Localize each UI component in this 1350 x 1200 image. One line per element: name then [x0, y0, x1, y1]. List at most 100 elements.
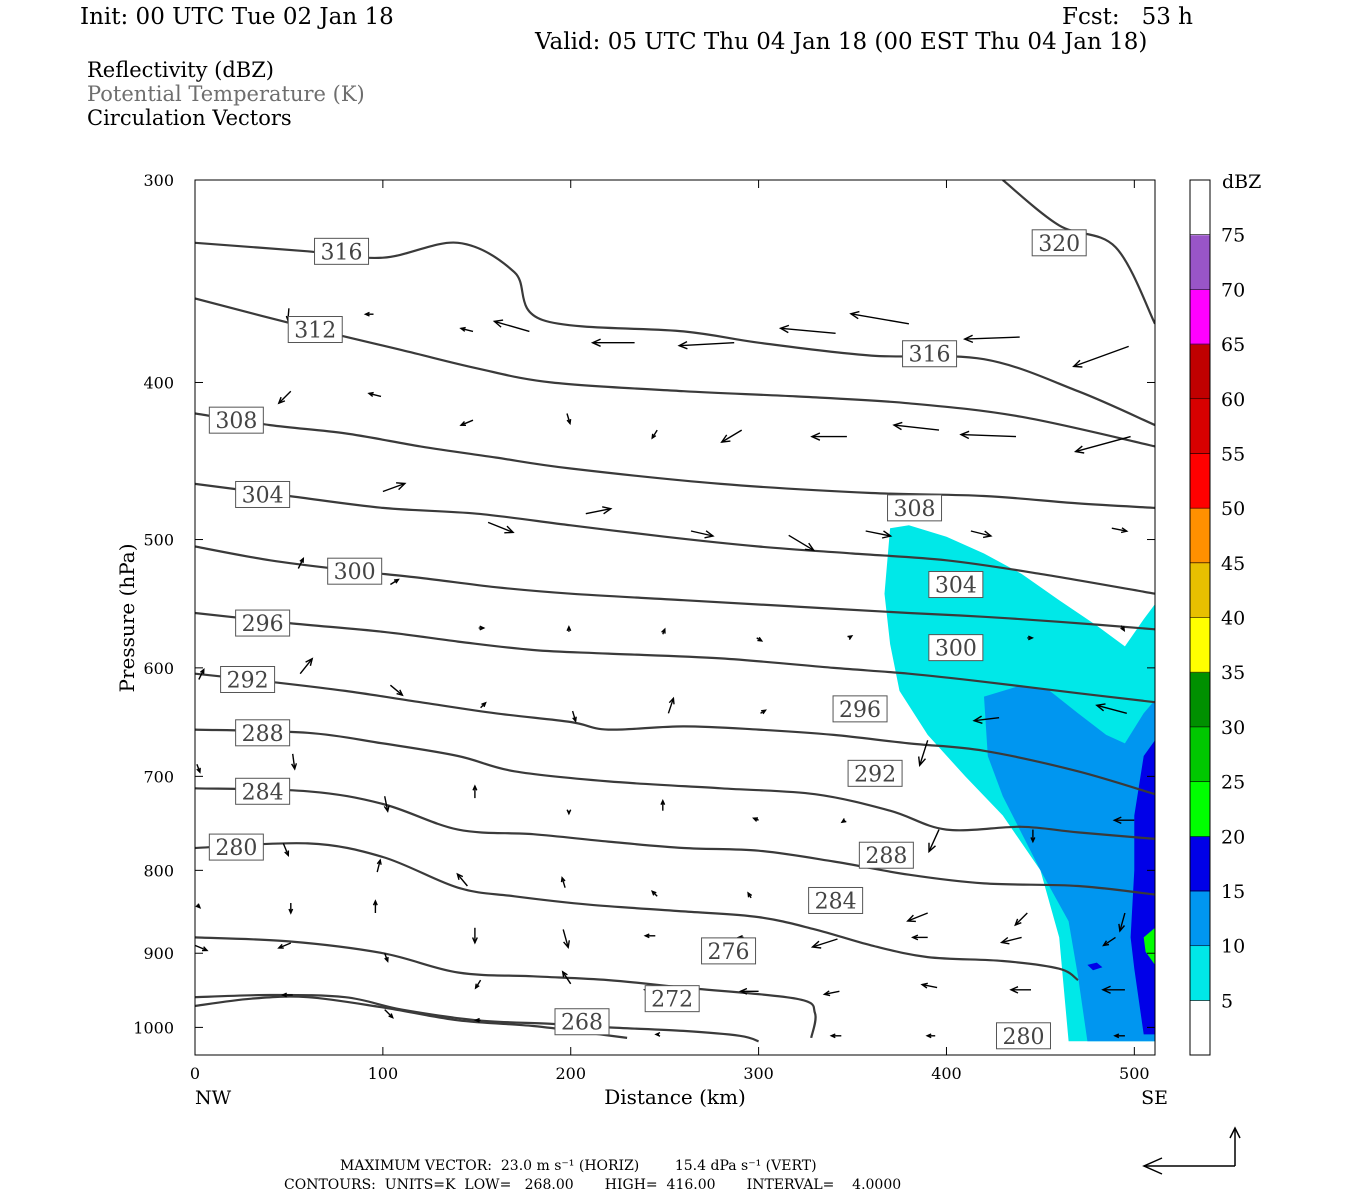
contour-label-box [902, 340, 958, 368]
circulation-vector [560, 876, 566, 888]
vector-shaft [865, 530, 891, 537]
field-label-vectors: Circulation Vectors [87, 106, 292, 130]
colorbar-level-label: 45 [1221, 553, 1245, 575]
vector-shaft [585, 508, 611, 515]
vector-shaft [566, 413, 571, 424]
vector-head [492, 319, 504, 328]
contour-label-box [847, 759, 903, 787]
vector-head [925, 1033, 932, 1039]
contour-label-316: 316 [314, 237, 370, 265]
vector-head [201, 946, 209, 952]
circulation-vector [1113, 1033, 1125, 1039]
contour-label-text: 296 [242, 612, 284, 637]
contour-label-288: 288 [858, 841, 914, 869]
colorbar-segment [1190, 945, 1210, 1001]
circulation-vector [677, 340, 735, 350]
colorbar-segment [1190, 289, 1210, 345]
vector-head [572, 716, 577, 723]
circulation-vector [654, 1031, 661, 1037]
circulation-vector [367, 391, 382, 398]
vector-head [840, 818, 847, 824]
circulation-vector [474, 979, 482, 990]
reflectivity-area-refl-15 [1130, 740, 1155, 1035]
circulation-vector [561, 970, 572, 985]
vector-head [291, 763, 298, 771]
contour-label-text: 316 [321, 240, 363, 265]
colorbar-level-label: 75 [1221, 225, 1245, 247]
vector-shaft [494, 320, 530, 333]
contour-label-box [858, 841, 914, 869]
vector-head [982, 530, 993, 539]
contour-label-box [928, 634, 984, 662]
colorbar-segment [1190, 344, 1210, 400]
vector-shaft [487, 521, 514, 534]
circulation-vector [720, 429, 743, 443]
contour-label-box [208, 833, 264, 861]
y-tick-label: 300 [143, 171, 174, 190]
colorbar-level-label: 70 [1221, 279, 1245, 301]
vector-shaft [893, 424, 940, 431]
contour-label-box [887, 494, 943, 522]
circulation-vector [920, 982, 938, 989]
circulation-vector [459, 419, 474, 426]
contour-label-292: 292 [847, 759, 903, 787]
contour-label-308: 308 [208, 406, 264, 434]
theta-contour-276 [195, 936, 817, 1039]
vector-shaft [964, 336, 1020, 340]
vector-head [1014, 918, 1022, 927]
plot-frame [194, 179, 1156, 1056]
circulation-vector [384, 1009, 394, 1019]
vector-head [1009, 986, 1019, 994]
vector-shaft [850, 313, 910, 325]
vector-head [881, 530, 893, 539]
vector-head [661, 627, 666, 634]
vector-head [1073, 445, 1085, 454]
contour-label-text: 304 [935, 574, 977, 599]
circulation-vector [389, 684, 404, 697]
vector-head [668, 696, 675, 705]
contour-label-text: 308 [894, 497, 936, 522]
vector-head [720, 434, 731, 443]
circulation-vectors [195, 308, 1135, 1039]
vector-head [1072, 359, 1083, 368]
vector-shaft [1103, 936, 1116, 946]
contour-label-text: 300 [334, 560, 376, 585]
circulation-vector [459, 326, 474, 333]
vector-head [822, 990, 831, 997]
vector-head [920, 982, 928, 989]
contour-label-box [235, 480, 291, 508]
circulation-vector [590, 338, 635, 347]
colorbar-level-label: 20 [1221, 826, 1245, 848]
reference-vector-icon [1142, 1126, 1241, 1175]
y-tick-label: 900 [143, 944, 174, 963]
contour-label-box [832, 695, 888, 723]
vector-head [911, 934, 919, 941]
vector-head [504, 525, 515, 534]
circulation-vector [1073, 435, 1131, 454]
vector-shaft [1001, 936, 1022, 944]
circulation-vector [690, 530, 715, 539]
vector-head [757, 636, 764, 642]
contour-label-300: 300 [327, 557, 383, 585]
colorbar: 5 10 15 20 25 30 35 40 45 50 55 60 65 70 75 [1189, 179, 1245, 1056]
circulation-vector [970, 530, 993, 539]
vector-head [376, 858, 382, 865]
circulation-vector [752, 817, 759, 822]
contour-label-box [208, 406, 264, 434]
circulation-vector [471, 927, 478, 945]
contour-label-text: 308 [215, 409, 257, 434]
vector-head [738, 987, 748, 995]
reflectivity-area-refl-15b [1087, 962, 1103, 971]
circulation-vector [788, 534, 816, 552]
contour-label-text: 320 [1038, 232, 1080, 257]
contour-label-text: 296 [839, 698, 881, 723]
vector-head [459, 326, 466, 332]
circulation-vector [643, 933, 656, 939]
vector-shaft [278, 942, 292, 949]
circulation-vector [822, 990, 840, 997]
theta-contour-312 [195, 297, 1155, 448]
vector-head [560, 876, 566, 883]
field-label-reflectivity: Reflectivity (dBZ) [87, 58, 275, 82]
contour-label-312: 312 [287, 316, 343, 344]
circulation-vector [999, 936, 1022, 945]
